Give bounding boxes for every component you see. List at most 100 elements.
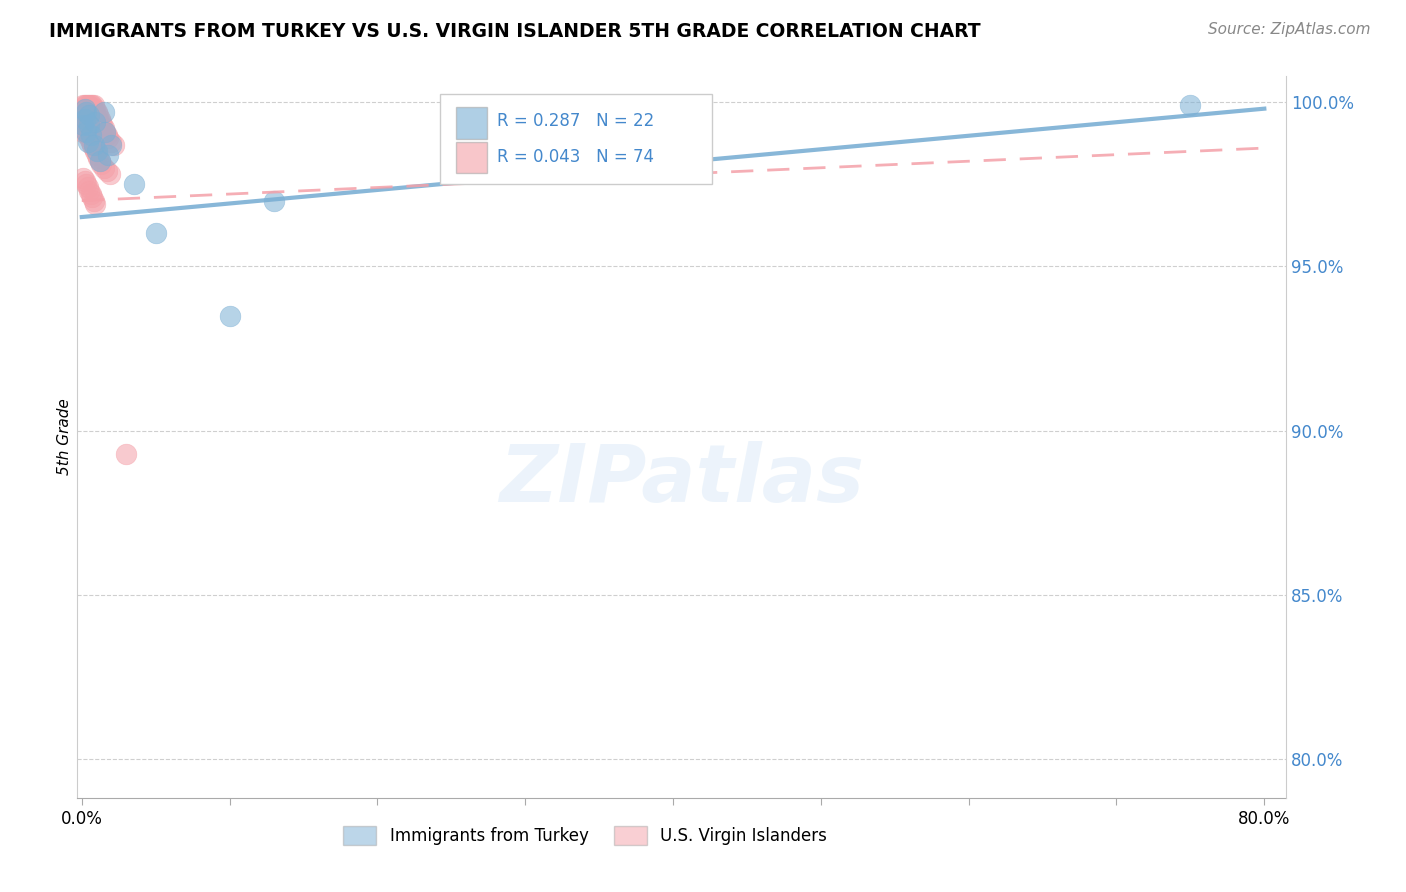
Point bbox=[86, 145, 108, 159]
Point bbox=[1180, 98, 1202, 112]
Point bbox=[76, 128, 98, 142]
Point bbox=[97, 131, 120, 145]
Point bbox=[72, 105, 94, 120]
Point bbox=[72, 102, 94, 116]
Point bbox=[122, 178, 145, 192]
Point bbox=[72, 121, 94, 136]
Point bbox=[73, 121, 96, 136]
Point bbox=[263, 194, 285, 208]
Point bbox=[76, 102, 98, 116]
Point bbox=[72, 112, 94, 126]
Point bbox=[79, 98, 101, 112]
Point bbox=[79, 105, 101, 120]
Point bbox=[73, 108, 96, 122]
Point bbox=[145, 227, 167, 241]
Point bbox=[84, 145, 107, 159]
Point bbox=[76, 98, 98, 112]
Point bbox=[87, 151, 110, 165]
Point bbox=[77, 118, 100, 132]
Point bbox=[83, 194, 105, 208]
Point bbox=[77, 98, 100, 112]
Point bbox=[83, 105, 105, 120]
Point bbox=[94, 125, 117, 139]
Point bbox=[75, 108, 97, 122]
Text: IMMIGRANTS FROM TURKEY VS U.S. VIRGIN ISLANDER 5TH GRADE CORRELATION CHART: IMMIGRANTS FROM TURKEY VS U.S. VIRGIN IS… bbox=[49, 22, 981, 41]
Point bbox=[75, 105, 97, 120]
Point bbox=[86, 105, 108, 120]
Point bbox=[77, 184, 100, 198]
Point bbox=[72, 118, 94, 132]
Point bbox=[97, 147, 120, 161]
FancyBboxPatch shape bbox=[440, 94, 713, 185]
Point bbox=[75, 112, 97, 126]
Point bbox=[82, 102, 104, 116]
Point bbox=[75, 105, 97, 120]
Point bbox=[84, 115, 107, 129]
Text: R = 0.043   N = 74: R = 0.043 N = 74 bbox=[496, 148, 654, 166]
Point bbox=[73, 102, 96, 116]
Point bbox=[93, 121, 115, 136]
Point bbox=[96, 164, 118, 178]
Point bbox=[91, 118, 114, 132]
Point bbox=[77, 131, 100, 145]
Point bbox=[83, 137, 105, 152]
FancyBboxPatch shape bbox=[456, 142, 488, 173]
Point bbox=[90, 115, 112, 129]
Point bbox=[79, 102, 101, 116]
Point bbox=[93, 105, 115, 120]
Point bbox=[72, 118, 94, 132]
Text: ZIPatlas: ZIPatlas bbox=[499, 442, 865, 519]
Point bbox=[77, 105, 100, 120]
Point bbox=[89, 154, 111, 169]
Point bbox=[115, 446, 138, 460]
Point bbox=[84, 108, 107, 122]
Point bbox=[76, 105, 98, 120]
Point bbox=[89, 112, 111, 126]
Point bbox=[79, 135, 101, 149]
Point bbox=[76, 180, 98, 194]
Point bbox=[73, 105, 96, 120]
Point bbox=[73, 98, 96, 112]
Point bbox=[103, 137, 125, 152]
Point bbox=[94, 125, 117, 139]
Point bbox=[77, 102, 100, 116]
Point bbox=[75, 178, 97, 192]
Point bbox=[72, 115, 94, 129]
Point bbox=[72, 170, 94, 185]
Point bbox=[83, 141, 105, 155]
Point bbox=[218, 309, 240, 323]
Point bbox=[75, 125, 97, 139]
Point bbox=[96, 128, 118, 142]
Point bbox=[93, 161, 115, 175]
Point bbox=[82, 137, 104, 152]
Point bbox=[75, 102, 97, 116]
Point bbox=[98, 167, 121, 181]
Point bbox=[100, 135, 122, 149]
Point bbox=[75, 125, 97, 139]
Point bbox=[79, 128, 101, 142]
Point bbox=[73, 115, 96, 129]
Point bbox=[82, 190, 104, 204]
Point bbox=[87, 108, 110, 122]
Point bbox=[76, 108, 98, 122]
Point bbox=[72, 108, 94, 122]
Point bbox=[75, 98, 97, 112]
Legend: Immigrants from Turkey, U.S. Virgin Islanders: Immigrants from Turkey, U.S. Virgin Isla… bbox=[336, 819, 834, 852]
Point bbox=[84, 102, 107, 116]
Point bbox=[73, 112, 96, 126]
Point bbox=[76, 135, 98, 149]
Point bbox=[72, 118, 94, 132]
Point bbox=[84, 197, 107, 211]
Point bbox=[72, 125, 94, 139]
FancyBboxPatch shape bbox=[456, 107, 488, 138]
Point bbox=[86, 112, 108, 126]
Point bbox=[73, 174, 96, 188]
Point bbox=[82, 98, 104, 112]
Text: Source: ZipAtlas.com: Source: ZipAtlas.com bbox=[1208, 22, 1371, 37]
Point bbox=[86, 147, 108, 161]
Point bbox=[73, 102, 96, 116]
Point bbox=[90, 157, 112, 171]
Y-axis label: 5th Grade: 5th Grade bbox=[56, 399, 72, 475]
Point bbox=[89, 154, 111, 169]
Point bbox=[83, 98, 105, 112]
